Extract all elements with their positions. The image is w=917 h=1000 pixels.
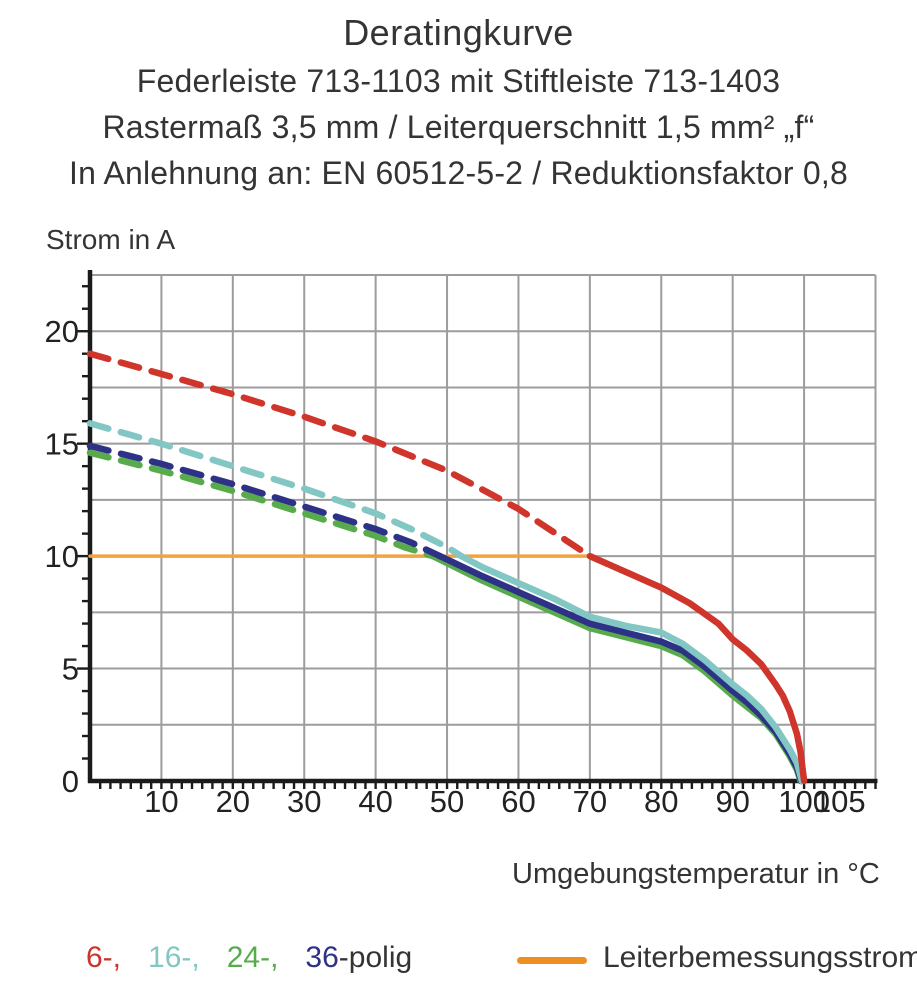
- legend-pole-counts: 6-, 16-, 24-, 36-polig: [86, 941, 412, 975]
- x-tick-label: 20: [216, 784, 250, 819]
- y-tick-label: 10: [45, 539, 79, 574]
- curve-dashed-24-polig: [86, 449, 437, 560]
- curve-solid-6-polig: [586, 552, 808, 785]
- y-tick-label: 20: [45, 314, 79, 349]
- legend-pole-item: 24-,: [226, 941, 279, 974]
- y-axis-title: Strom in A: [46, 224, 176, 255]
- rated-current-label: Leiterbemessungsstrom: [603, 941, 917, 974]
- x-axis-title: Umgebungstemperatur in °C: [512, 858, 880, 890]
- legend-pole-item: 6-,: [86, 941, 122, 974]
- y-tick-label: 0: [62, 764, 79, 799]
- legend-pole-suffix: -polig: [338, 941, 413, 974]
- y-tick-label: 5: [62, 652, 79, 687]
- x-tick-label: 90: [715, 784, 749, 819]
- x-tick-label: 60: [501, 784, 535, 819]
- curve-dashed-16-polig: [86, 420, 465, 560]
- curve-solid-16-polig: [458, 552, 806, 785]
- x-tick-label: 100: [778, 784, 830, 819]
- curve-dashed-36-polig: [86, 442, 444, 560]
- chart-subtitle-2: Rastermaß 3,5 mm / Leiterquerschnitt 1,5…: [102, 109, 815, 145]
- rated-current-line-swatch: [517, 956, 587, 964]
- legend-pole-item: 16-,: [148, 941, 200, 974]
- x-tick-label: 70: [573, 784, 607, 819]
- x-tick-label: 50: [430, 784, 464, 819]
- chart-subtitle-3: In Anlehnung an: EN 60512-5-2 / Reduktio…: [69, 155, 848, 191]
- legend: 6-, 16-, 24-, 36-polig Leiterbemessungsstro…: [0, 941, 917, 983]
- x-tick-label: 10: [144, 784, 178, 819]
- y-tick-label: 15: [45, 427, 79, 462]
- chart-title: Deratingkurve: [343, 12, 574, 53]
- chart-subtitle-1: Federleiste 713-1103 mit Stiftleiste 713…: [136, 63, 781, 99]
- title-block: Deratingkurve Federleiste 713-1103 mit S…: [0, 8, 917, 196]
- x-tick-label: 105: [814, 784, 866, 819]
- legend-pole-item: 36: [305, 941, 339, 974]
- x-tick-label: 80: [644, 784, 678, 819]
- legend-rated-current: Leiterbemessungsstrom: [517, 941, 917, 975]
- curve-dashed-6-polig: [86, 350, 594, 560]
- x-tick-label: 30: [287, 784, 321, 819]
- x-tick-label: 40: [358, 784, 392, 819]
